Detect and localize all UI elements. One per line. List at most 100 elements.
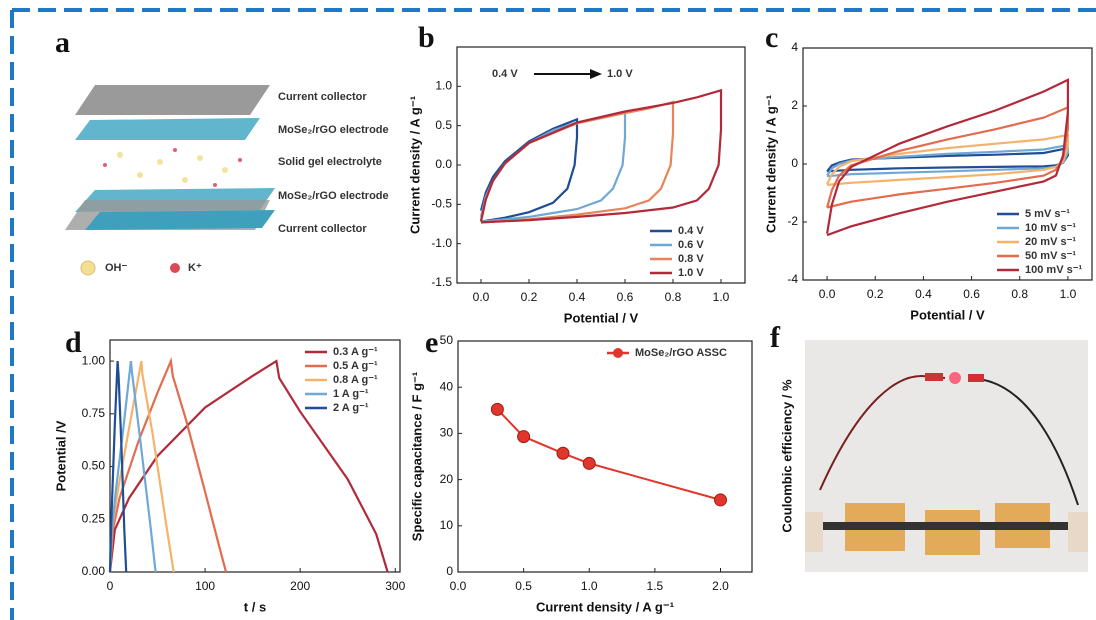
panel-letter: b bbox=[418, 21, 435, 54]
layer-label: MoSe₂/rGO electrode bbox=[278, 190, 389, 202]
series-line bbox=[826, 105, 1069, 209]
x-tick-label: 0.0 bbox=[450, 579, 467, 593]
legend-label: 2 A g⁻¹ bbox=[333, 402, 369, 414]
y-tick-label: 0.75 bbox=[82, 406, 106, 420]
plot-frame bbox=[109, 339, 401, 573]
data-point bbox=[517, 430, 531, 444]
legend-label: 5 mV s⁻¹ bbox=[1025, 208, 1070, 220]
battery-diagram bbox=[65, 85, 275, 276]
panel-letter: f bbox=[770, 321, 781, 354]
y-tick-label: 0.5 bbox=[435, 118, 452, 132]
data-point bbox=[714, 493, 727, 507]
legend-label: 0.5 A g⁻¹ bbox=[333, 360, 378, 372]
legend-label: MoSe₂/rGO ASSC bbox=[635, 347, 727, 359]
x-tick-label: 0.4 bbox=[569, 290, 586, 304]
x-tick-label: 1.0 bbox=[1060, 287, 1077, 301]
series-line bbox=[826, 78, 1069, 237]
x-axis-title: Potential / V bbox=[564, 310, 639, 325]
legend-label: 0.3 A g⁻¹ bbox=[333, 346, 378, 358]
y-tick-label: 0.0 bbox=[435, 157, 452, 171]
legend-label: 100 mV s⁻¹ bbox=[1025, 264, 1083, 276]
y-tick-label: 40 bbox=[440, 379, 454, 393]
y-tick-label: 0.00 bbox=[82, 564, 106, 578]
legend-label: K⁺ bbox=[188, 262, 202, 274]
y-tick-label: -2 bbox=[787, 214, 798, 228]
x-tick-label: 0.2 bbox=[867, 287, 884, 301]
annotation: 0.4 V bbox=[492, 68, 518, 80]
y-tick-label: -1.0 bbox=[431, 236, 452, 250]
panel-letter: e bbox=[425, 326, 438, 359]
x-axis-title: Potential / V bbox=[910, 307, 985, 322]
layer-label: Current collector bbox=[278, 223, 367, 235]
x-tick-label: 100 bbox=[195, 579, 215, 593]
y-axis-title: Current density / A g⁻¹ bbox=[763, 95, 778, 233]
data-point bbox=[556, 446, 570, 460]
legend-label: OH⁻ bbox=[105, 262, 128, 274]
x-tick-label: 1.5 bbox=[647, 579, 664, 593]
y-tick-label: 30 bbox=[440, 426, 454, 440]
y-tick-label: 1.00 bbox=[82, 353, 106, 367]
photo bbox=[805, 340, 1088, 572]
x-tick-label: 0.8 bbox=[1011, 287, 1028, 301]
legend-label: 0.4 V bbox=[678, 225, 704, 237]
annotation-arrowhead bbox=[590, 69, 602, 79]
x-tick-label: 0.6 bbox=[617, 290, 634, 304]
x-tick-label: 0.2 bbox=[521, 290, 538, 304]
legend-label: 50 mV s⁻¹ bbox=[1025, 250, 1076, 262]
series-line bbox=[479, 88, 723, 224]
series-line bbox=[826, 133, 1069, 186]
y-tick-label: 1.0 bbox=[435, 79, 452, 93]
layer-label: Solid gel electrolyte bbox=[278, 156, 382, 168]
y-tick-label: 0 bbox=[791, 156, 798, 170]
x-tick-label: 0.6 bbox=[963, 287, 980, 301]
series-line bbox=[108, 360, 157, 573]
plot-frame bbox=[457, 340, 753, 573]
legend-label: 20 mV s⁻¹ bbox=[1025, 236, 1076, 248]
x-tick-label: 0.4 bbox=[915, 287, 932, 301]
x-tick-label: 2.0 bbox=[712, 579, 729, 593]
panel-letter: a bbox=[55, 26, 70, 59]
x-tick-label: 0 bbox=[107, 579, 114, 593]
x-axis-title: Current density / A g⁻¹ bbox=[536, 599, 674, 614]
y-tick-label: 10 bbox=[440, 518, 454, 532]
x-tick-label: 0.8 bbox=[665, 290, 682, 304]
y-tick-label: -0.5 bbox=[431, 197, 452, 211]
x-axis-title: t / s bbox=[244, 599, 266, 614]
x-tick-label: 0.0 bbox=[473, 290, 490, 304]
layer-label: MoSe₂/rGO electrode bbox=[278, 124, 389, 136]
y-axis-title: Current density / A g⁻¹ bbox=[407, 96, 422, 234]
y-tick-label: 0.25 bbox=[82, 511, 106, 525]
y-tick-label: 20 bbox=[440, 472, 454, 486]
y-axis-title: Coulombic efficiency / % bbox=[779, 379, 794, 533]
legend-label: 10 mV s⁻¹ bbox=[1025, 222, 1076, 234]
y-tick-label: 50 bbox=[440, 333, 454, 347]
legend-label: 0.8 A g⁻¹ bbox=[333, 374, 378, 386]
annotation: 1.0 V bbox=[607, 68, 633, 80]
data-point bbox=[490, 402, 504, 416]
x-tick-label: 0.5 bbox=[515, 579, 532, 593]
y-tick-label: 0 bbox=[446, 564, 453, 578]
series-line bbox=[108, 359, 389, 573]
x-tick-label: 200 bbox=[290, 579, 310, 593]
y-axis-title: Specific capacitance / F g⁻¹ bbox=[409, 372, 424, 541]
data-point bbox=[582, 456, 596, 470]
series-line bbox=[496, 408, 721, 501]
y-tick-label: 2 bbox=[791, 98, 798, 112]
y-tick-label: 0.50 bbox=[82, 459, 106, 473]
y-tick-label: 4 bbox=[791, 40, 798, 54]
series-line bbox=[108, 356, 228, 573]
panel-letter: d bbox=[65, 326, 82, 359]
x-tick-label: 0.0 bbox=[819, 287, 836, 301]
x-tick-label: 1.0 bbox=[713, 290, 730, 304]
series-line bbox=[108, 361, 128, 573]
legend-label: 1 A g⁻¹ bbox=[333, 388, 369, 400]
y-axis-title: Potential /V bbox=[53, 420, 68, 491]
panel-letter: c bbox=[765, 21, 778, 54]
layer-label: Current collector bbox=[278, 91, 367, 103]
y-tick-label: -1.5 bbox=[431, 275, 452, 289]
legend-marker bbox=[613, 348, 623, 358]
y-tick-label: -4 bbox=[787, 272, 798, 286]
legend-label: 0.6 V bbox=[678, 239, 704, 251]
series-line bbox=[479, 117, 579, 223]
